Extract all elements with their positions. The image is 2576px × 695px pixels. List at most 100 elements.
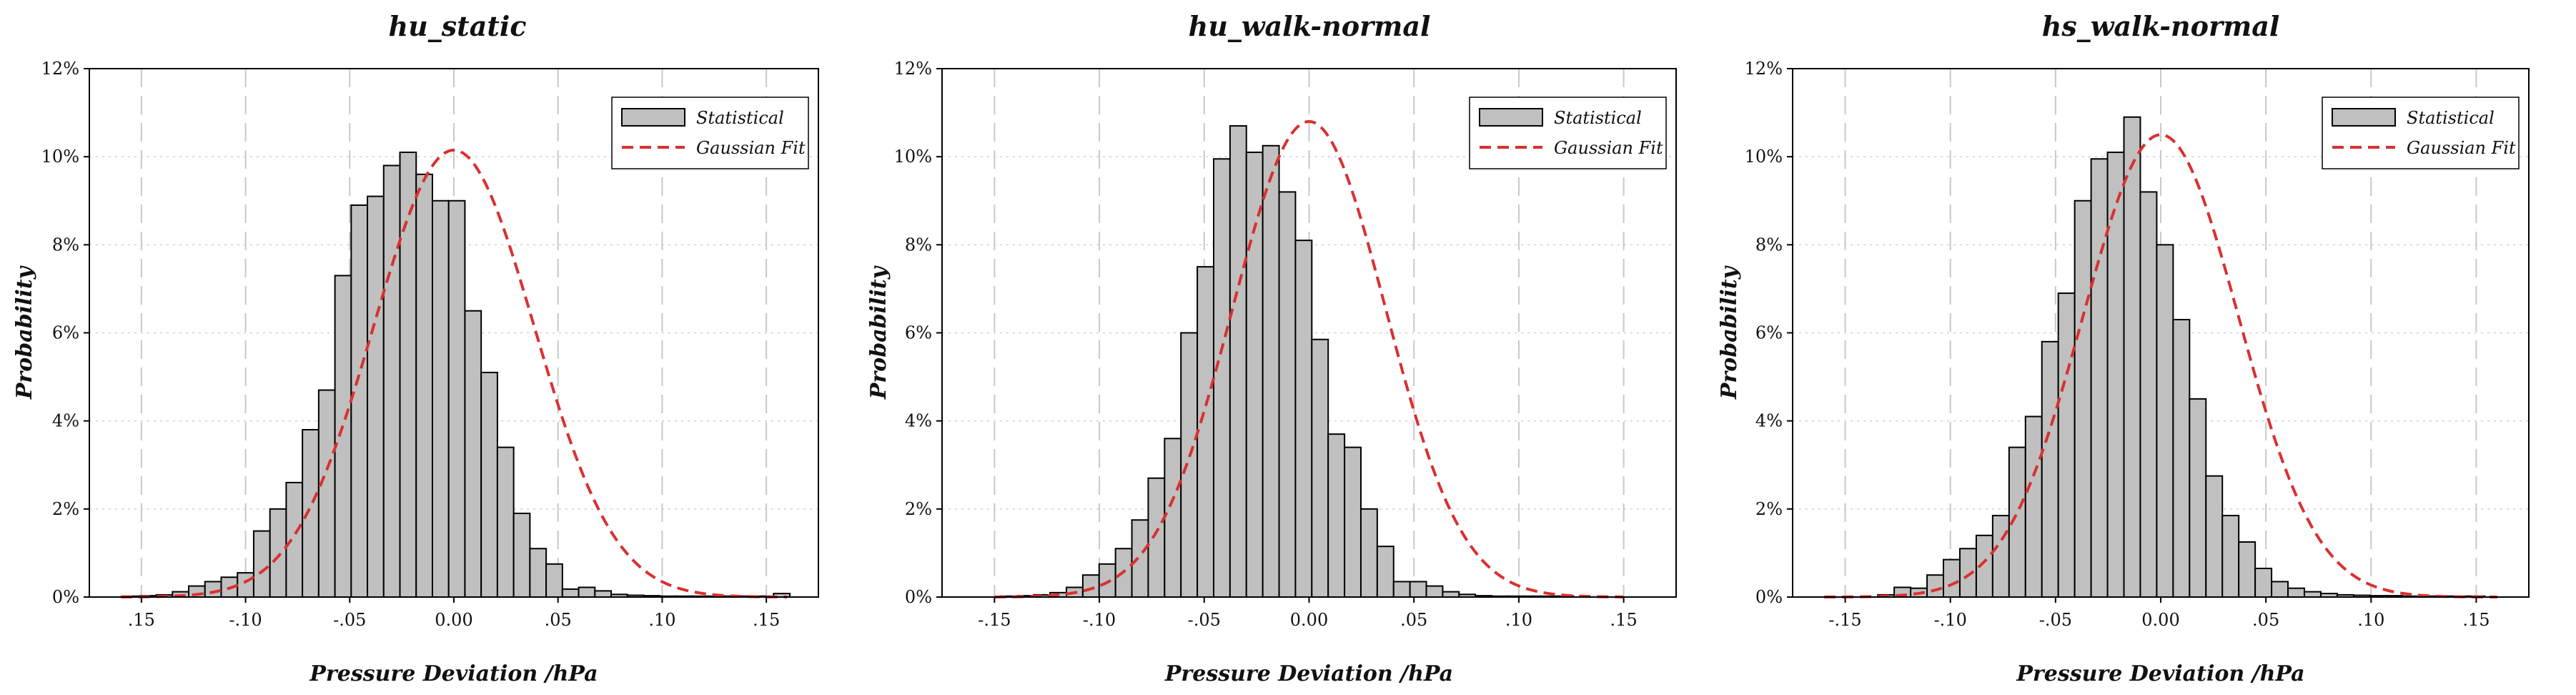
histogram-bar bbox=[1344, 446, 1362, 598]
histogram-bar bbox=[2254, 567, 2273, 598]
y-tick-label: 8% bbox=[1755, 235, 1783, 255]
histogram-bar bbox=[204, 581, 222, 598]
histogram-bar bbox=[594, 590, 613, 598]
x-tick-label: -.10 bbox=[1934, 610, 1967, 630]
legend-label-gaussian-fit: Gaussian Fit bbox=[2407, 138, 2516, 158]
legend-label-statistical: Statistical bbox=[2407, 108, 2495, 128]
gaussian-fit-line bbox=[994, 119, 1624, 598]
x-tick-label: 0.00 bbox=[435, 610, 472, 630]
histogram-bar bbox=[1098, 563, 1116, 598]
y-tick-label: 6% bbox=[905, 323, 932, 343]
histogram-bar bbox=[1081, 574, 1100, 598]
y-tick-label: 2% bbox=[52, 499, 79, 519]
gaussian-fit-line bbox=[1824, 133, 2497, 598]
legend: Statistical Gaussian Fit bbox=[2322, 97, 2520, 169]
histogram-bar bbox=[561, 588, 580, 598]
histogram-bar bbox=[1359, 508, 1378, 598]
histogram-bar bbox=[350, 204, 369, 598]
y-tick-label: 6% bbox=[1755, 323, 1783, 343]
x-tick-label: -.05 bbox=[2039, 610, 2072, 630]
histogram-bar bbox=[415, 173, 433, 598]
histogram-bar bbox=[334, 275, 352, 598]
histogram-bar bbox=[2221, 515, 2240, 598]
histogram-bar bbox=[237, 572, 254, 598]
legend-label-gaussian-fit: Gaussian Fit bbox=[696, 138, 806, 158]
histogram-bar bbox=[2287, 587, 2305, 598]
histogram-bar bbox=[1262, 144, 1280, 598]
chart-title: hu_static bbox=[389, 10, 527, 42]
x-tick-label: .05 bbox=[1400, 610, 1427, 630]
x-tick-label: .10 bbox=[648, 610, 675, 630]
y-axis-label: Probability bbox=[866, 265, 891, 400]
x-tick-label: .10 bbox=[1505, 610, 1532, 630]
y-tick-label: 4% bbox=[905, 411, 932, 431]
histogram-bar bbox=[1327, 433, 1346, 598]
histogram-bar bbox=[1278, 191, 1297, 598]
y-tick-label: 10% bbox=[41, 147, 79, 167]
y-tick-label: 0% bbox=[52, 587, 79, 607]
histogram-bar bbox=[1392, 581, 1411, 598]
histogram-bar bbox=[1442, 591, 1460, 598]
y-tick-label: 2% bbox=[1755, 499, 1783, 519]
histogram-bar bbox=[2238, 541, 2257, 598]
x-tick-label: .15 bbox=[2462, 610, 2490, 630]
histogram-bar bbox=[1943, 558, 1961, 598]
x-axis-label: Pressure Deviation /hPa bbox=[309, 661, 598, 686]
histogram-bar bbox=[2090, 158, 2109, 598]
histogram-bar bbox=[1131, 519, 1149, 598]
histogram-bar bbox=[1425, 585, 1444, 598]
histogram-bar bbox=[302, 428, 319, 598]
y-tick-label: 12% bbox=[41, 59, 79, 79]
histogram-bar bbox=[2057, 292, 2076, 598]
legend-label-statistical: Statistical bbox=[1554, 108, 1642, 128]
histogram-bar bbox=[578, 586, 596, 598]
histogram-bar bbox=[1164, 438, 1182, 598]
histogram-bar bbox=[1245, 152, 1264, 598]
histogram-bar bbox=[285, 481, 304, 598]
x-axis-label: Pressure Deviation /hPa bbox=[2016, 661, 2304, 686]
chart-panel-1: hu_static 0% 2% 4% 6% 8% 10% 12% .15 -.10 -.05 0.00… bbox=[12, 10, 819, 686]
y-tick-label: 12% bbox=[1745, 59, 1783, 79]
histogram-bar bbox=[367, 195, 385, 598]
histogram-bar bbox=[529, 548, 548, 598]
histogram-bar bbox=[2205, 475, 2224, 598]
histogram-bar bbox=[2024, 415, 2043, 598]
y-tick-label: 8% bbox=[52, 235, 79, 255]
histogram-bar bbox=[2156, 244, 2174, 598]
histogram-bar bbox=[447, 199, 466, 598]
y-tick-label: 10% bbox=[1745, 147, 1783, 167]
histogram-bar bbox=[382, 164, 401, 598]
x-axis-label: Pressure Deviation /hPa bbox=[1164, 661, 1453, 686]
histogram-bar bbox=[2041, 340, 2059, 598]
histogram-bar bbox=[1294, 240, 1313, 598]
legend: Statistical Gaussian Fit bbox=[611, 97, 809, 169]
legend-swatch-statistical bbox=[2332, 108, 2396, 127]
x-tick-label: -.05 bbox=[1188, 610, 1221, 630]
chart-panel-2: hu_walk-normal 0% 2% 4% 6% 8% 10% 12% -.15 -.10 -.… bbox=[866, 10, 1677, 686]
histogram-bar bbox=[2074, 199, 2092, 598]
histogram-bar bbox=[317, 389, 336, 598]
histogram-bar bbox=[1212, 158, 1231, 598]
histogram-bar bbox=[2189, 398, 2207, 598]
y-tick-label: 10% bbox=[894, 147, 932, 167]
x-tick-label: .10 bbox=[2357, 610, 2384, 630]
legend-label-gaussian-fit: Gaussian Fit bbox=[1554, 138, 1663, 158]
y-tick-label: 0% bbox=[1755, 587, 1783, 607]
chart-title: hu_walk-normal bbox=[1189, 10, 1431, 42]
histogram-bar bbox=[2172, 319, 2191, 598]
x-tick-label: .05 bbox=[2252, 610, 2279, 630]
legend: Statistical Gaussian Fit bbox=[1469, 97, 1667, 169]
x-tick-label: .15 bbox=[1610, 610, 1638, 630]
x-tick-label: -.05 bbox=[333, 610, 366, 630]
histogram-bar bbox=[512, 512, 531, 598]
histogram-bar bbox=[2271, 581, 2289, 598]
y-tick-label: 4% bbox=[1755, 411, 1783, 431]
y-axis-label: Probability bbox=[12, 265, 37, 400]
legend-label-statistical: Statistical bbox=[696, 108, 784, 128]
legend-swatch-statistical bbox=[1479, 108, 1543, 127]
histogram-bar bbox=[1409, 581, 1427, 598]
y-tick-label: 12% bbox=[894, 59, 932, 79]
histogram-bar bbox=[1926, 574, 1945, 598]
histogram-bar bbox=[2303, 591, 2322, 598]
x-tick-label: 0.00 bbox=[2141, 610, 2179, 630]
